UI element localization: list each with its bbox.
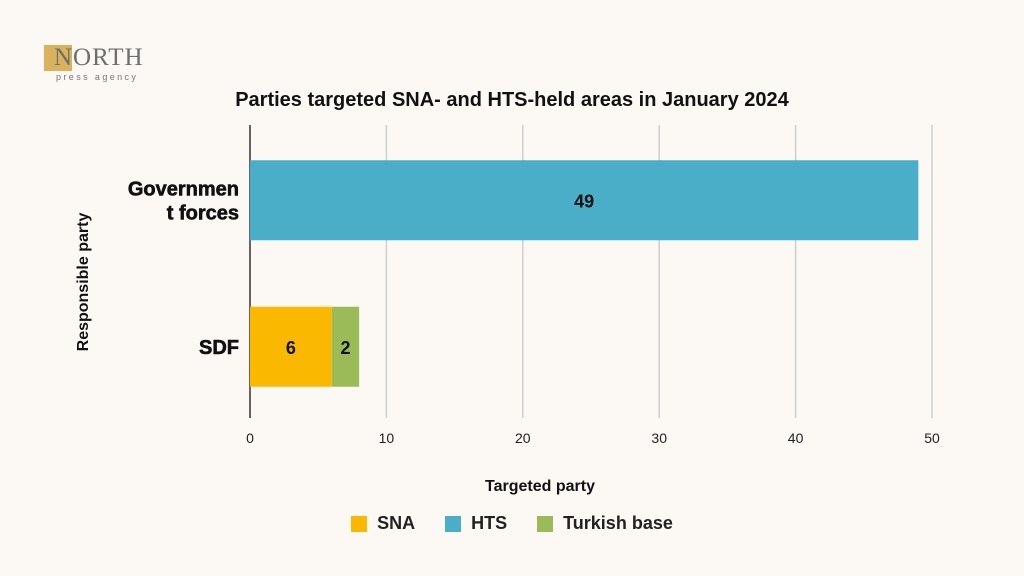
legend-label: SNA — [377, 513, 416, 533]
logo-mark — [44, 45, 72, 71]
chart-title: Parties targeted SNA- and HTS-held areas… — [235, 89, 789, 111]
x-tick-label: 40 — [788, 430, 804, 446]
y-tick-label: SDF — [199, 337, 239, 359]
legend-swatch — [445, 515, 462, 532]
legend-swatch — [351, 515, 368, 532]
north-press-logo: NORTH press agency — [44, 40, 164, 86]
legend-label: Turkish base — [563, 513, 673, 533]
x-tick-label: 20 — [515, 430, 531, 446]
y-tick-label: Governmen — [128, 178, 239, 200]
legend-item: Turkish base — [537, 513, 673, 534]
bar-segment — [250, 160, 919, 241]
y-axis-title: Responsible party — [75, 213, 92, 352]
data-label: 2 — [340, 338, 350, 358]
bar-segment — [331, 306, 360, 387]
data-label: 6 — [286, 338, 296, 358]
chart-legend: SNA HTS Turkish base — [0, 513, 1024, 534]
x-tick-label: 30 — [651, 430, 667, 446]
y-tick-label: t forces — [167, 202, 239, 224]
x-tick-label: 0 — [246, 430, 254, 446]
logo-wordmark: NORTH — [54, 44, 144, 71]
x-axis-title: Targeted party — [485, 478, 595, 495]
legend-label: HTS — [471, 513, 508, 533]
data-label: 49 — [574, 191, 594, 211]
x-tick-label: 50 — [924, 430, 940, 446]
logo-tagline: press agency — [56, 72, 139, 82]
legend-item: HTS — [445, 513, 507, 534]
legend-swatch — [537, 515, 554, 532]
x-tick-label: 10 — [379, 430, 395, 446]
legend-item: SNA — [351, 513, 415, 534]
bar-segment — [250, 306, 332, 387]
